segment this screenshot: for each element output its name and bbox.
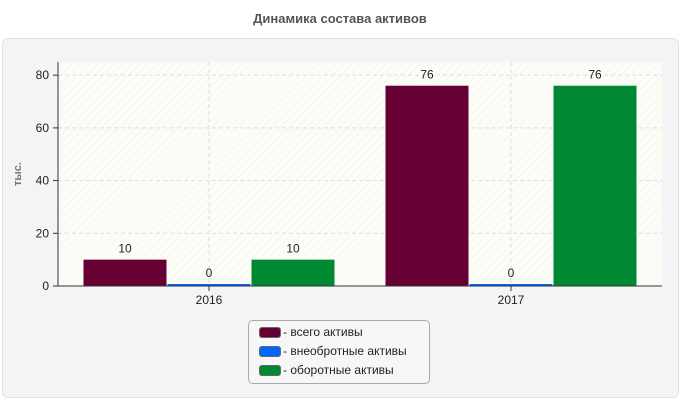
bar — [83, 259, 167, 286]
y-tick-label: 20 — [36, 226, 50, 240]
legend-item[interactable]: - всего активы — [259, 324, 363, 340]
legend-label: - оборотные активы — [283, 363, 394, 377]
data-label: 10 — [286, 242, 300, 256]
bar — [385, 85, 469, 286]
legend-label: - внеобротные активы — [283, 344, 407, 358]
legend-item[interactable]: - внеобротные активы — [259, 343, 407, 359]
y-tick-label: 60 — [36, 121, 50, 135]
x-tick-label: 2017 — [498, 293, 525, 307]
x-tick-label: 2016 — [196, 293, 223, 307]
bar — [553, 85, 637, 286]
data-label: 10 — [118, 242, 132, 256]
data-label: 0 — [508, 266, 515, 280]
y-axis-label: тыс. — [12, 162, 24, 186]
legend: - всего активы - внеобротные активы - об… — [248, 320, 430, 384]
legend-item[interactable]: - оборотные активы — [259, 362, 394, 378]
data-label: 76 — [420, 68, 434, 82]
legend-swatch — [259, 326, 281, 338]
data-label: 76 — [588, 68, 602, 82]
bar — [251, 259, 335, 286]
legend-swatch — [259, 345, 281, 357]
bar — [469, 284, 553, 286]
bar — [167, 284, 251, 286]
legend-swatch — [259, 364, 281, 376]
chart-title: Динамика состава активов — [253, 11, 427, 26]
data-label: 0 — [206, 266, 213, 280]
y-tick-label: 40 — [36, 174, 50, 188]
y-tick-label: 80 — [36, 68, 50, 82]
y-tick-label: 0 — [42, 279, 49, 293]
legend-label: - всего активы — [283, 325, 363, 339]
